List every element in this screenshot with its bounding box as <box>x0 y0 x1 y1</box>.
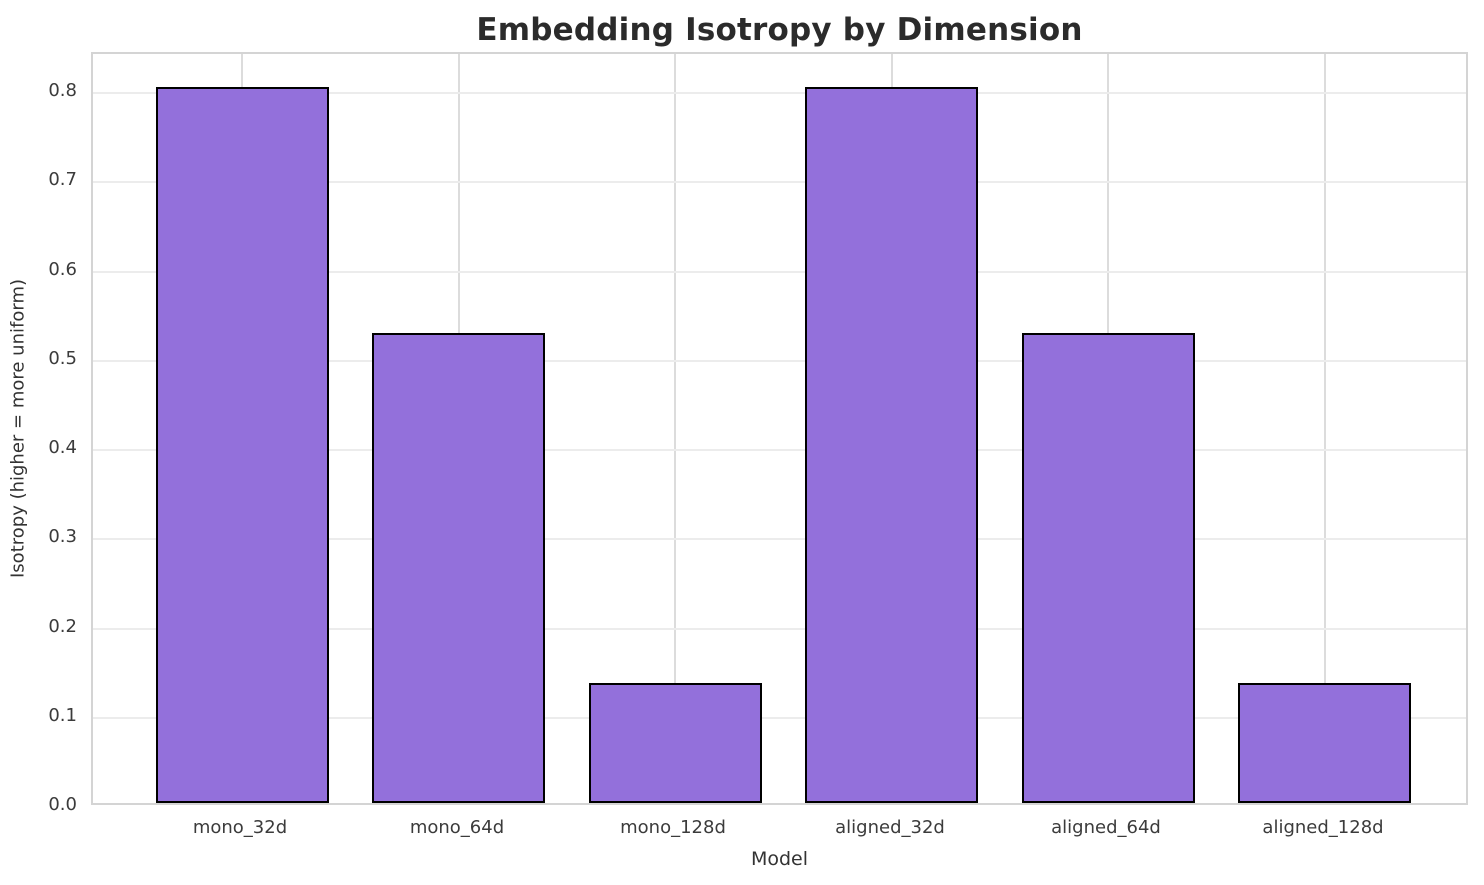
y-tick-label: 0.4 <box>48 437 77 459</box>
horizontal-gridline <box>93 449 1466 452</box>
x-tick-label-mono_64d: mono_64d <box>409 817 505 838</box>
horizontal-gridline <box>93 359 1466 362</box>
bar-aligned_32d <box>805 87 978 803</box>
y-tick-label: 0.5 <box>48 347 77 369</box>
bar-aligned_128d <box>1238 683 1411 803</box>
horizontal-gridline <box>93 181 1466 184</box>
chart-title: Embedding Isotropy by Dimension <box>476 12 1083 48</box>
x-tick-label-aligned_128d: aligned_128d <box>1262 817 1384 838</box>
horizontal-gridline <box>93 716 1466 719</box>
vertical-gridline <box>674 54 676 803</box>
bar-mono_64d <box>372 333 545 803</box>
y-tick-label: 0.8 <box>48 80 77 102</box>
x-tick-label-mono_32d: mono_32d <box>192 817 288 838</box>
bar-mono_32d <box>156 87 329 803</box>
x-tick-label-mono_128d: mono_128d <box>620 817 726 838</box>
y-axis-label: Isotropy (higher = more uniform) <box>7 279 29 578</box>
y-tick-label: 0.2 <box>48 615 77 637</box>
y-tick-label: 0.7 <box>48 169 77 191</box>
bar-mono_128d <box>589 683 762 803</box>
plot-area <box>91 52 1468 805</box>
horizontal-gridline <box>93 627 1466 630</box>
horizontal-gridline <box>93 270 1466 273</box>
horizontal-gridline <box>93 92 1466 95</box>
y-tick-label: 0.3 <box>48 526 77 548</box>
bar-aligned_64d <box>1022 333 1195 803</box>
y-tick-label: 0.1 <box>48 704 77 726</box>
y-tick-label: 0.6 <box>48 258 77 280</box>
horizontal-gridline <box>93 538 1466 541</box>
x-tick-label-aligned_64d: aligned_64d <box>1051 817 1161 838</box>
y-tick-label: 0.0 <box>48 794 77 815</box>
vertical-gridline <box>1323 54 1326 803</box>
x-axis-label: Model <box>750 848 809 870</box>
x-tick-label-aligned_32d: aligned_32d <box>835 817 945 838</box>
